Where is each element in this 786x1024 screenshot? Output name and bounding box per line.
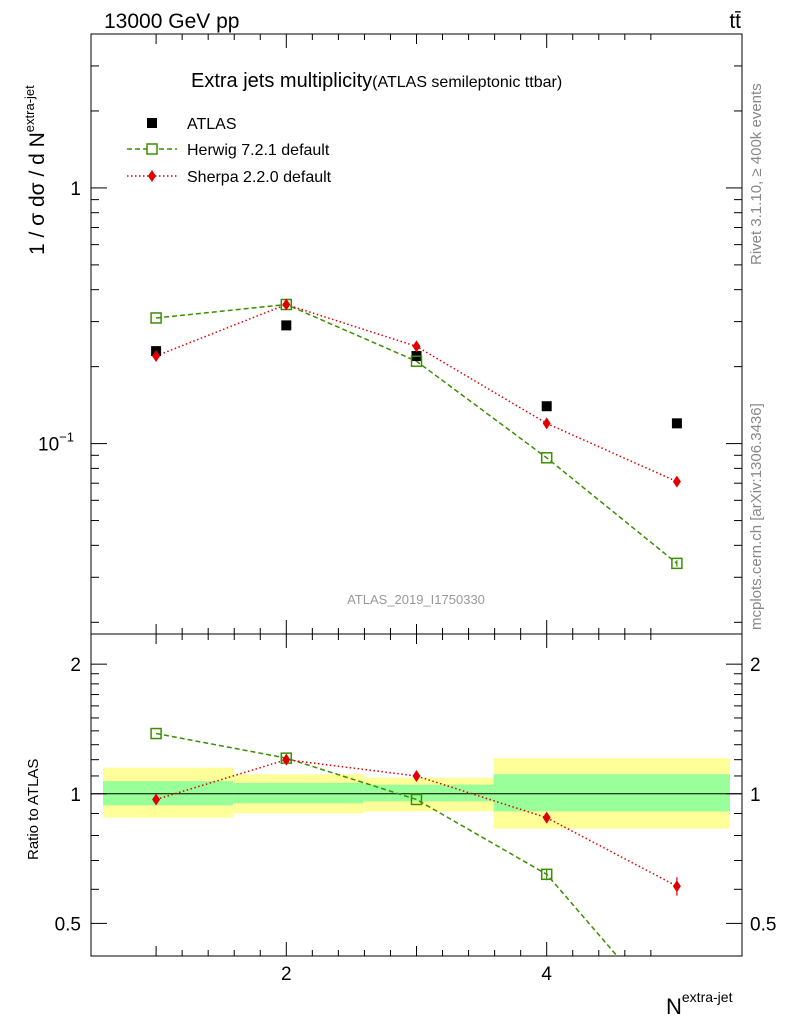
ratio-y-tick-label-right-2: 0.5 [750,914,776,935]
legend-sherpa-label: Sherpa 2.2.0 default [187,169,332,186]
ratio-y-tick-label-left-1: 1 [70,785,81,806]
main-sherpa-point-1 [282,298,291,311]
ratio-uncertainty-bands [91,758,742,829]
axis-ticks [91,33,742,956]
main-atlas-point-4 [671,418,682,429]
main-herwig-curve [156,303,678,564]
ratio-band-inner-1 [233,782,364,804]
x-tick-label-1: 4 [541,964,552,985]
main-y-tick-label-0: 1 [70,179,81,200]
series-curves [155,303,678,956]
y-axis-label-main-text: 1 / σ dσ / d N [26,132,49,255]
ratio-y-tick-label-left-2: 0.5 [55,914,81,935]
ratio-y-tick-label-right-0: 2 [750,655,761,676]
main-sherpa-point-2 [412,340,421,353]
main-herwig-point-2 [410,355,423,367]
ratio-y-tick-label-left-0: 2 [70,655,81,676]
ratio-herwig-point-0 [150,727,162,740]
analysis-id: ATLAS_2019_I1750330 [347,592,485,607]
ratio-y-tick-label-right-1: 1 [750,785,761,806]
ratio-sherpa-point-0 [152,793,161,806]
chart-title: Extra jets multiplicity(ATLAS semilepton… [191,70,562,92]
ratio-sherpa-point-2 [412,769,421,782]
chart-title-main: Extra jets multiplicity [191,70,372,92]
main-y-tick-label-1: 10−1 [38,430,74,456]
ratio-sherpa-point-1 [282,753,291,766]
y-axis-label-ratio: Ratio to ATLAS [25,759,42,860]
x-axis-label-text: N [666,994,682,1019]
main-y-tick-label-base: 10 [38,435,59,456]
chart-title-sub: (ATLAS semileptonic ttbar) [372,74,562,91]
ratio-sherpa-point-3 [542,811,551,824]
main-atlas-point-3 [541,401,552,412]
x-axis-label: Nextra-jet [666,989,733,1019]
main-sherpa-point-4 [672,475,681,488]
energy-label: 13000 GeV pp [104,10,239,33]
rivet-version-label: Rivet 3.1.10, ≥ 400k events [748,83,765,265]
legend-atlas-marker [147,118,157,128]
x-axis-label-superscript: extra-jet [682,989,733,1005]
ratio-band-inner-3 [493,774,730,812]
ratio-herwig-point-2 [410,793,423,806]
ratio-sherpa-point-4 [672,880,681,893]
ratio-band-inner-0 [103,781,234,806]
ratio-band-inner-2 [363,784,494,802]
main-y-tick-label-exponent: −1 [59,430,74,445]
x-tick-label-0: 2 [281,964,292,985]
y-axis-label-main: 1 / σ dσ / d Nextra-jet [22,85,49,255]
main-sherpa-point-3 [542,417,551,430]
main-sherpa-curve [155,303,678,483]
ratio-sherpa-curve [155,758,678,887]
y-axis-label-main-superscript: extra-jet [22,85,37,132]
ratio-herwig-curve [155,732,619,956]
series-markers [150,298,683,896]
legend: ATLAS Herwig 7.2.1 default Sherpa 2.2.0 … [127,116,332,186]
ratio-herwig-point-3 [540,868,553,881]
legend-herwig-marker [146,143,158,155]
tick-labels: 1 10−1 2 2 1 1 0.5 0.5 2 4 [38,179,776,985]
mcplots-reference-label: mcplots.cern.ch [arXiv:1306.3436] [748,403,765,630]
main-sherpa-point-0 [152,350,161,363]
legend-atlas-label: ATLAS [187,116,237,133]
main-herwig-point-3 [540,452,553,464]
process-label: tt̄ [729,10,741,33]
legend-herwig-label: Herwig 7.2.1 default [187,142,330,159]
main-atlas-point-1 [281,320,292,331]
legend-sherpa-marker [148,170,156,182]
main-herwig-point-0 [150,312,162,324]
main-herwig-point-4 [671,557,683,570]
